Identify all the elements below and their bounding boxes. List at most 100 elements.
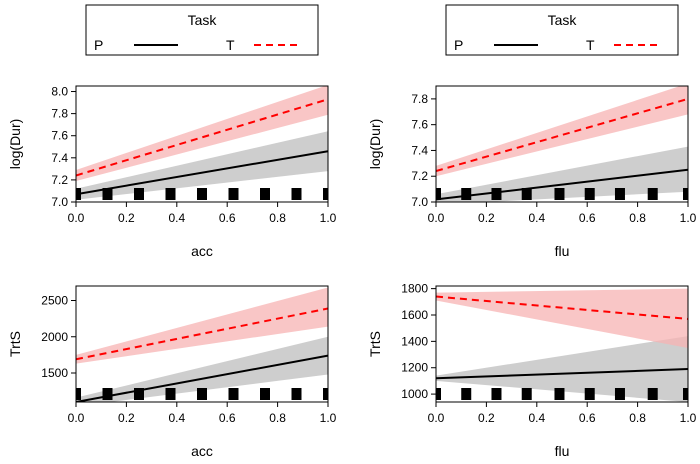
x-tick-label: 0.8 <box>629 411 646 425</box>
rug-mark <box>521 188 532 200</box>
rug-mark <box>647 388 658 400</box>
rug-mark <box>521 388 532 400</box>
x-axis-label: flu <box>555 243 570 259</box>
series-line-T <box>76 307 328 361</box>
x-tick-label: 0.2 <box>118 411 135 425</box>
x-axis-label: flu <box>555 443 570 459</box>
rug-mark <box>584 188 595 200</box>
rug-mark <box>291 388 302 400</box>
rug-mark <box>134 188 144 200</box>
x-tick-label: 0.4 <box>528 411 545 425</box>
y-tick-label: 7.2 <box>51 173 68 187</box>
y-tick-label: 1800 <box>401 282 428 296</box>
plot-frame <box>435 285 689 403</box>
confidence-band-P <box>76 336 328 402</box>
rug-mark <box>165 388 176 400</box>
rug-mark <box>461 188 472 200</box>
y-tick-label: 7.8 <box>51 107 68 121</box>
x-tick-label: 0.8 <box>269 411 286 425</box>
rug-mark <box>134 388 144 400</box>
confidence-band-T <box>436 288 688 348</box>
y-tick-label: 1200 <box>401 361 428 375</box>
legend-title: Task <box>188 12 218 28</box>
y-tick-label: 7.6 <box>411 118 428 132</box>
y-tick-label: 1600 <box>401 308 428 322</box>
legend-box <box>85 4 319 56</box>
rug-mark <box>228 388 239 400</box>
rug-mark <box>614 388 625 400</box>
y-axis-label: log(Dur) <box>7 119 23 170</box>
rug-mark <box>102 188 113 200</box>
plot-frame <box>75 85 329 203</box>
rug-mark <box>554 188 565 200</box>
rug-mark <box>683 188 688 200</box>
x-tick-label: 0.0 <box>68 411 85 425</box>
rug-mark <box>197 388 207 400</box>
x-tick-label: 0.2 <box>478 411 495 425</box>
chart-panel-4: 0.0 0.2 0.4 0.6 0.8 1.0 1000 1200 1400 1600 1800 fl… <box>367 282 697 459</box>
rug-mark <box>436 388 441 400</box>
series-line-P <box>76 354 328 402</box>
rug-mark <box>683 388 688 400</box>
rug-mark <box>436 188 441 200</box>
rug-mark <box>76 388 81 400</box>
rug-mark <box>554 388 565 400</box>
chart-panel-1: 0.0 0.2 0.4 0.6 0.8 1.0 7.0 7.2 7.4 7.6 7.8 8.0 acc l… <box>7 85 337 259</box>
legend-title: Task <box>548 12 578 28</box>
x-tick-label: 0.0 <box>428 211 445 225</box>
y-tick-label: 1000 <box>401 387 428 401</box>
chart-panel-2: 0.0 0.2 0.4 0.6 0.8 1.0 7.0 7.2 7.4 7.6 7.8 flu log(… <box>367 85 697 259</box>
y-tick-label: 7.4 <box>411 143 428 157</box>
plot-area <box>76 287 328 402</box>
legend-box <box>445 4 679 56</box>
y-axis-label: TrtS <box>7 331 23 357</box>
rug-mark <box>228 188 239 200</box>
legend: Task P T <box>85 4 319 56</box>
x-tick-label: 0.2 <box>118 211 135 225</box>
legend-label-P: P <box>94 37 103 53</box>
rug-mark <box>197 188 207 200</box>
rug-mark <box>260 188 270 200</box>
x-tick-label: 0.6 <box>219 211 236 225</box>
rug-mark <box>323 388 328 400</box>
x-tick-label: 0.6 <box>579 411 596 425</box>
x-axis-label: acc <box>191 443 213 459</box>
x-tick-label: 1.0 <box>680 411 697 425</box>
x-tick-label: 0.4 <box>528 211 545 225</box>
x-tick-label: 0.2 <box>478 211 495 225</box>
rug-mark <box>323 188 328 200</box>
x-tick-label: 0.8 <box>629 211 646 225</box>
x-tick-label: 0.0 <box>68 211 85 225</box>
y-tick-label: 8.0 <box>51 85 68 99</box>
x-tick-label: 0.8 <box>269 211 286 225</box>
rug-mark <box>102 388 113 400</box>
plot-area <box>76 86 328 200</box>
chart-panel-3: 0.0 0.2 0.4 0.6 0.8 1.0 1500 2000 2500 acc TrtS <box>7 285 337 459</box>
legend-label-P: P <box>454 37 463 53</box>
rug-mark <box>260 388 270 400</box>
x-tick-label: 1.0 <box>680 211 697 225</box>
y-tick-label: 2500 <box>41 294 68 308</box>
series-line-P <box>436 168 688 201</box>
legend-label-T: T <box>226 37 235 53</box>
x-tick-label: 0.4 <box>168 411 185 425</box>
x-tick-label: 1.0 <box>320 411 337 425</box>
rug-mark <box>76 188 81 200</box>
y-tick-label: 1400 <box>401 334 428 348</box>
y-axis-label: TrtS <box>367 331 383 357</box>
x-tick-label: 1.0 <box>320 211 337 225</box>
y-tick-label: 1500 <box>41 366 68 380</box>
plot-area <box>436 288 688 402</box>
legend-label-T: T <box>586 37 595 53</box>
plot-frame <box>435 85 689 203</box>
rug-mark <box>461 388 472 400</box>
x-tick-label: 0.6 <box>219 411 236 425</box>
confidence-band-P <box>436 336 688 402</box>
y-tick-label: 7.6 <box>51 129 68 143</box>
y-tick-label: 7.0 <box>411 195 428 209</box>
series-line-T <box>436 97 688 173</box>
rug-mark <box>647 188 658 200</box>
x-tick-label: 0.6 <box>579 211 596 225</box>
x-tick-label: 0.4 <box>168 211 185 225</box>
